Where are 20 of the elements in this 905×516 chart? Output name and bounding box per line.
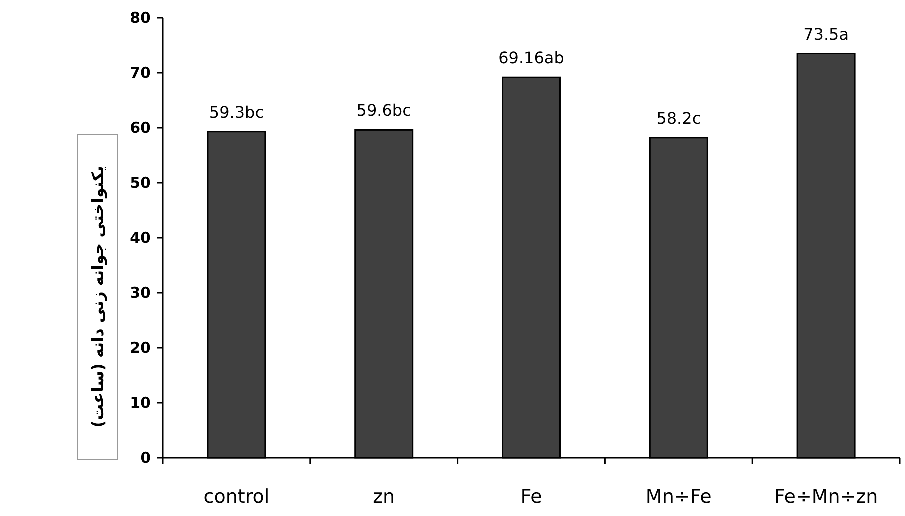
y-axis-title: یکنواختی جوانه زنی دانه (ساعت) [88, 166, 108, 428]
data-label: 59.3bc [209, 102, 264, 122]
data-label: 58.2c [656, 108, 702, 128]
y-tick-label: 20 [130, 339, 151, 357]
y-tick-label: 40 [130, 229, 151, 247]
x-tick-label: Fe [520, 486, 542, 508]
y-tick-label: 50 [130, 174, 151, 192]
y-tick-label: 60 [130, 119, 151, 137]
y-tick-label: 10 [130, 394, 151, 412]
x-tick-label: Fe÷Mn÷zn [774, 486, 878, 508]
data-label: 73.5a [804, 24, 850, 44]
data-label: 69.16ab [498, 48, 564, 68]
x-tick-label: Mn÷Fe [646, 486, 712, 508]
data-label: 59.6bc [356, 101, 412, 120]
x-tick-label: zn [373, 486, 396, 508]
y-tick-label: 80 [130, 9, 151, 27]
y-tick-label: 70 [130, 64, 151, 82]
y-tick-label: 30 [130, 284, 151, 302]
y-tick-label: 0 [140, 449, 151, 467]
x-tick-label: control [204, 486, 270, 508]
